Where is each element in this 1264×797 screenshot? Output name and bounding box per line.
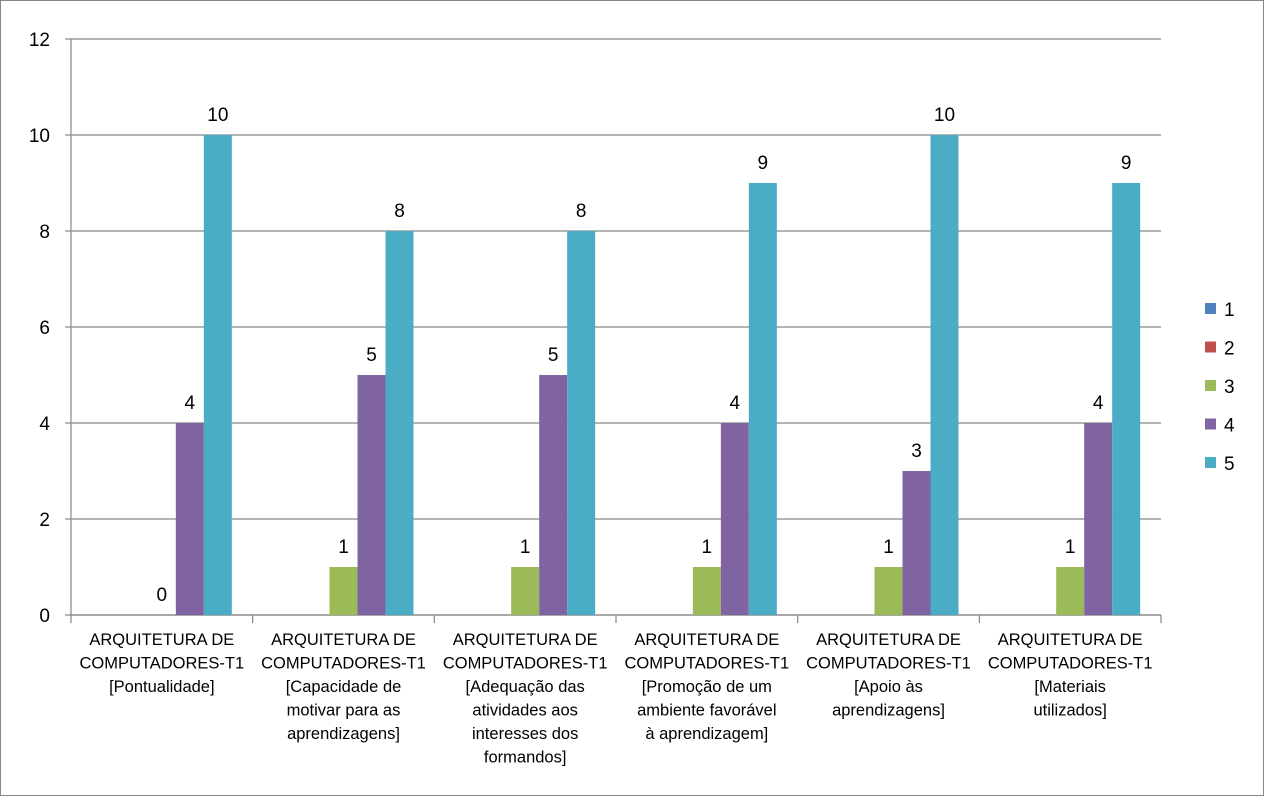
bar-series-4 bbox=[902, 471, 931, 615]
y-tick-label: 12 bbox=[29, 30, 50, 51]
data-label: 1 bbox=[702, 537, 713, 558]
bar-series-5 bbox=[203, 135, 232, 615]
legend-label: 1 bbox=[1224, 300, 1235, 321]
data-label: 3 bbox=[911, 441, 922, 462]
data-label: 1 bbox=[338, 537, 349, 558]
legend-swatch-3 bbox=[1205, 380, 1216, 391]
data-label-layer: 0 1 1 1 1 1 4 5 5 4 3 4 10 8 8 9 10 9 bbox=[157, 105, 1132, 606]
y-tick-label: 2 bbox=[39, 510, 50, 531]
data-label: 9 bbox=[1121, 153, 1132, 174]
legend-swatch-2 bbox=[1205, 341, 1216, 353]
y-tick-label: 0 bbox=[39, 606, 50, 627]
data-label: 5 bbox=[548, 345, 559, 366]
x-category-label: ARQUITETURA DE COMPUTADORES-T1 [Promoção d… bbox=[624, 631, 789, 743]
data-label: 1 bbox=[1065, 537, 1076, 558]
data-label: 1 bbox=[883, 537, 894, 558]
legend-label: 3 bbox=[1224, 377, 1235, 398]
bar-series-3 bbox=[692, 567, 721, 615]
data-label: 4 bbox=[1093, 393, 1104, 414]
category-label-layer: ARQUITETURA DE COMPUTADORES-T1 [Pontualida… bbox=[79, 631, 1152, 767]
bar-layer bbox=[175, 135, 1141, 615]
bar-series-4 bbox=[539, 375, 568, 615]
x-category-label: ARQUITETURA DE COMPUTADORES-T1 [Adequação … bbox=[443, 631, 608, 767]
bar-series-3 bbox=[329, 567, 358, 615]
bar-series-5 bbox=[1112, 183, 1141, 615]
data-label: 1 bbox=[520, 537, 531, 558]
legend-swatch-1 bbox=[1205, 303, 1216, 314]
data-label: 4 bbox=[730, 393, 741, 414]
bar-series-3 bbox=[511, 567, 540, 615]
bar-series-5 bbox=[748, 183, 777, 615]
data-label: 10 bbox=[207, 105, 228, 126]
x-category-label: ARQUITETURA DE COMPUTADORES-T1 [Pontualida… bbox=[79, 631, 244, 696]
legend-label: 5 bbox=[1224, 454, 1235, 475]
data-label: 5 bbox=[366, 345, 377, 366]
bar-series-4 bbox=[175, 423, 204, 615]
legend-label: 2 bbox=[1224, 339, 1235, 360]
data-label: 0 bbox=[157, 585, 168, 606]
legend: 1 2 3 4 5 bbox=[1205, 300, 1235, 475]
bar-series-3 bbox=[1056, 567, 1085, 615]
data-label: 8 bbox=[576, 201, 587, 222]
y-tick-label: 6 bbox=[39, 318, 50, 339]
y-tick-label: 4 bbox=[39, 414, 50, 435]
x-category-label: ARQUITETURA DE COMPUTADORES-T1 [Apoio às ap… bbox=[806, 631, 971, 720]
data-label: 4 bbox=[185, 393, 196, 414]
bar-series-5 bbox=[567, 231, 596, 615]
bar-series-3 bbox=[874, 567, 903, 615]
data-label: 8 bbox=[394, 201, 405, 222]
y-tick-label: 8 bbox=[39, 222, 50, 243]
legend-label: 4 bbox=[1224, 416, 1235, 437]
legend-swatch-4 bbox=[1205, 418, 1216, 430]
bar-series-5 bbox=[385, 231, 414, 615]
grid-layer bbox=[71, 38, 1161, 616]
x-category-label: ARQUITETURA DE COMPUTADORES-T1 [Capacidade… bbox=[261, 631, 426, 743]
bar-series-4 bbox=[720, 423, 749, 615]
x-category-label: ARQUITETURA DE COMPUTADORES-T1 [Materiais u… bbox=[988, 631, 1153, 720]
data-label: 9 bbox=[758, 153, 769, 174]
y-tick-label: 10 bbox=[29, 126, 50, 147]
bar-series-4 bbox=[1084, 423, 1113, 615]
data-label: 10 bbox=[934, 105, 955, 126]
bar-series-5 bbox=[930, 135, 959, 615]
bar-series-4 bbox=[357, 375, 386, 615]
legend-swatch-5 bbox=[1205, 457, 1216, 468]
